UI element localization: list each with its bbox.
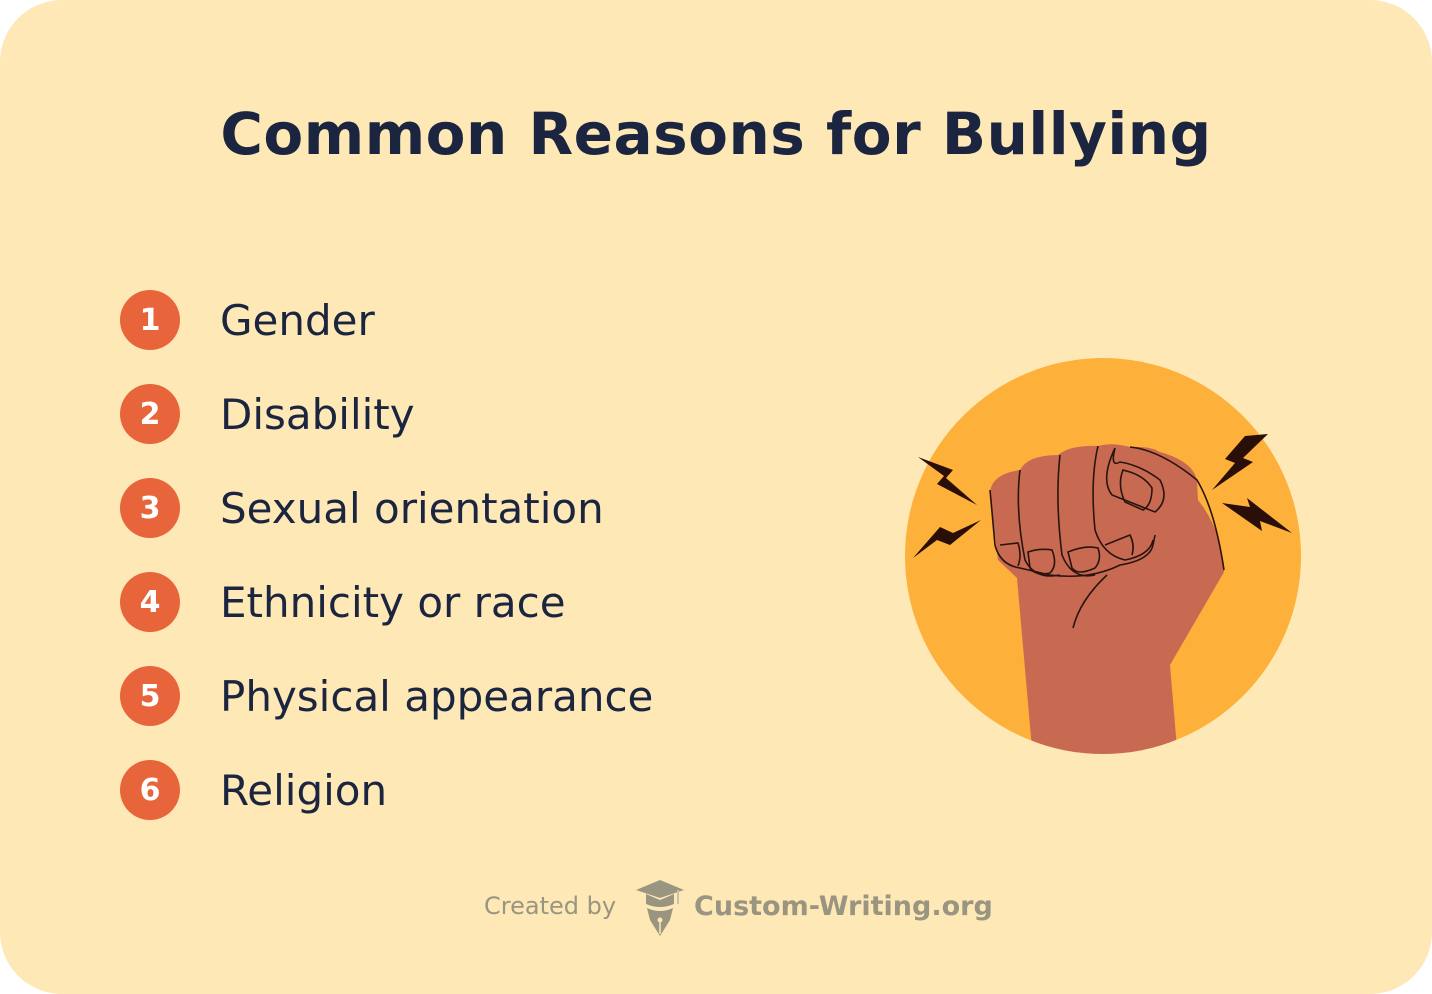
number-badge: 2	[120, 384, 180, 444]
list-item: 1 Gender	[120, 290, 375, 350]
lightning-bolt-icon	[1222, 498, 1292, 533]
number-badge: 1	[120, 290, 180, 350]
created-by-label: Created by	[484, 892, 617, 920]
list-item: 2 Disability	[120, 384, 415, 444]
reason-label: Religion	[220, 765, 388, 815]
lightning-bolt-icon	[918, 457, 977, 505]
number-badge: 3	[120, 478, 180, 538]
reason-label: Sexual orientation	[220, 483, 604, 533]
graduation-cap-pen-logo-icon	[636, 880, 685, 936]
footer-credit: Created by Custom-Writing.org	[484, 876, 993, 936]
fist-shape	[990, 444, 1224, 754]
reason-label: Disability	[220, 389, 415, 439]
raised-fist-icon	[905, 358, 1301, 754]
brand-name: Custom-Writing.org	[694, 890, 993, 922]
lightning-bolt-icon	[1212, 434, 1268, 490]
page-title: Common Reasons for Bullying	[220, 100, 1212, 168]
reason-label: Ethnicity or race	[220, 577, 566, 627]
reason-label: Physical appearance	[220, 671, 654, 721]
list-item: 3 Sexual orientation	[120, 478, 604, 538]
list-item: 6 Religion	[120, 760, 387, 820]
number-badge: 6	[120, 760, 180, 820]
number-badge: 5	[120, 666, 180, 726]
list-item: 5 Physical appearance	[120, 666, 653, 726]
fist-outline	[989, 445, 1225, 629]
list-item: 4 Ethnicity or race	[120, 572, 566, 632]
lightning-bolt-icon	[913, 520, 981, 558]
reason-label: Gender	[220, 295, 375, 345]
lightning-bolts	[913, 434, 1292, 558]
number-badge: 4	[120, 572, 180, 632]
